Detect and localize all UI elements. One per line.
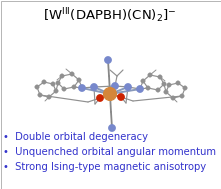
Circle shape [156,88,160,92]
Circle shape [38,93,42,97]
Circle shape [158,75,162,79]
Circle shape [148,73,152,77]
Circle shape [124,84,131,91]
Circle shape [171,96,175,100]
Circle shape [162,82,166,86]
Circle shape [97,94,103,101]
Circle shape [141,79,145,83]
Circle shape [146,86,150,90]
Circle shape [62,87,66,91]
Circle shape [72,85,76,89]
Circle shape [54,89,58,93]
Circle shape [167,83,171,87]
Circle shape [42,80,46,84]
Circle shape [164,90,168,94]
Text: •  Unquenched orbital angular momentum: • Unquenched orbital angular momentum [3,147,216,157]
Circle shape [70,72,74,76]
Circle shape [35,85,39,89]
Text: [W$^{\mathregular{III}}$(DAPBH)(CN)$_{2}$]$^{-}$: [W$^{\mathregular{III}}$(DAPBH)(CN)$_{2}… [43,6,177,25]
Circle shape [183,86,187,90]
Circle shape [105,57,112,64]
Circle shape [109,125,116,132]
Circle shape [112,83,118,90]
Circle shape [77,78,81,82]
Text: •  Double orbital degeneracy: • Double orbital degeneracy [3,132,148,142]
Circle shape [118,94,124,101]
Circle shape [78,84,86,91]
Circle shape [103,88,116,101]
Text: •  Strong Ising-type magnetic anisotropy: • Strong Ising-type magnetic anisotropy [3,162,206,172]
Circle shape [60,74,64,78]
Circle shape [47,95,51,99]
Circle shape [51,82,55,86]
Circle shape [180,94,184,98]
Circle shape [91,84,97,91]
Circle shape [176,81,180,85]
Circle shape [56,81,60,85]
Circle shape [137,85,143,92]
